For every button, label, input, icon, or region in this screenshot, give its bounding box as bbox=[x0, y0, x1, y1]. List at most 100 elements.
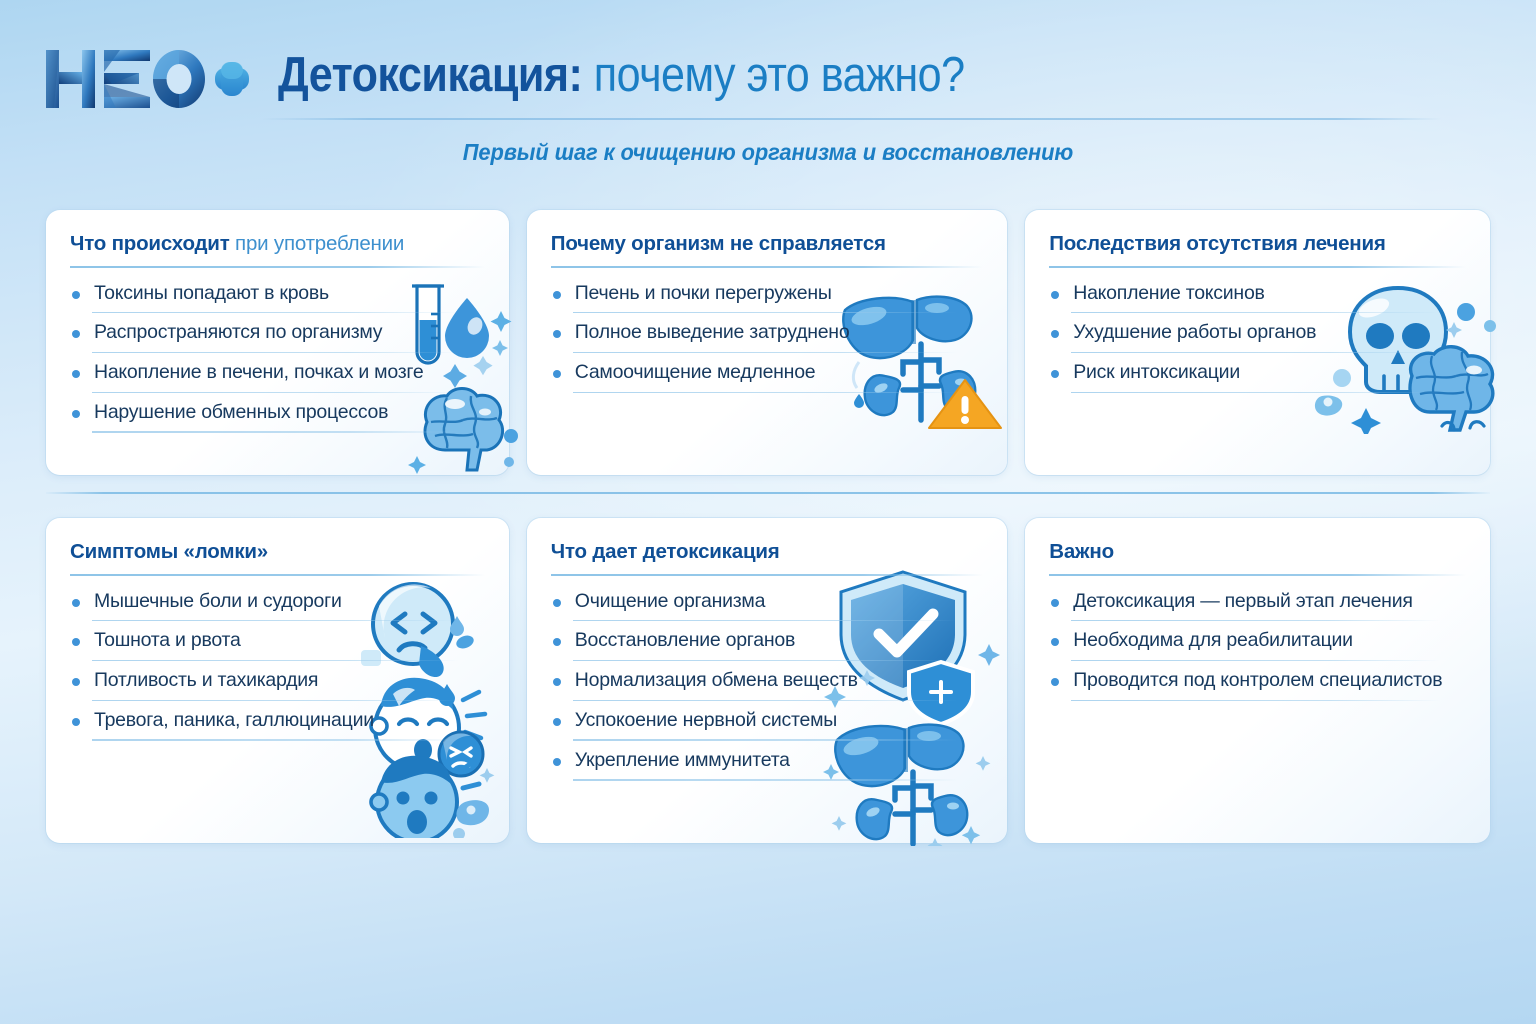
item-rule bbox=[1071, 620, 1440, 622]
list-item-label: Печень и почки перегружены bbox=[574, 281, 832, 304]
card-title-bold: Симптомы «ломки» bbox=[70, 540, 268, 563]
list-item: Накопление токсинов bbox=[1049, 282, 1466, 314]
bullet-dot-icon bbox=[1051, 330, 1060, 339]
list-item: Детоксикация — первый этап лечения bbox=[1049, 590, 1466, 622]
item-rule bbox=[572, 739, 958, 741]
bullet-dot-icon bbox=[552, 330, 561, 339]
item-rule bbox=[92, 659, 459, 662]
card-consequences[interactable]: Последствия отсутствия лечения Накоплени… bbox=[1025, 210, 1496, 475]
card-title-rule bbox=[550, 573, 984, 576]
list-item: Необходима для реабилитации bbox=[1049, 629, 1466, 662]
list-item-label: Потливость и тахикардия bbox=[94, 669, 319, 692]
card-title: Что происходит при употреблении bbox=[70, 232, 485, 257]
card-title-bold: Последствия отсутствия лечения bbox=[1049, 232, 1386, 255]
list-item-label: Укрепление иммунитета bbox=[574, 748, 790, 771]
bullet-dot-icon bbox=[72, 290, 80, 299]
bullet-dot-icon bbox=[1051, 638, 1060, 647]
card-important[interactable]: Важно Детоксикация — первый этап лечения… bbox=[1025, 518, 1490, 843]
card-title: Симптомы «ломки» bbox=[70, 540, 485, 565]
page-title: Детоксикация: почему это важно? bbox=[278, 40, 1278, 112]
bullet-dot-icon bbox=[72, 598, 80, 607]
bullet-dot-icon bbox=[552, 290, 561, 299]
list-item-label: Нарушение обменных процессов bbox=[94, 400, 389, 423]
list-item-label: Риск интоксикации bbox=[1073, 361, 1240, 384]
page-title-light: почему это важно? bbox=[593, 48, 965, 103]
row-divider bbox=[46, 492, 1490, 494]
bullet-dot-icon bbox=[552, 370, 561, 379]
list-item-label: Накопление в печени, почках и мозге bbox=[94, 361, 424, 384]
bullet-list: Токсины попадают в кровь Распространяютс… bbox=[70, 282, 485, 433]
list-item: Полное выведение затруднено bbox=[551, 321, 983, 354]
card-title-rule bbox=[1049, 573, 1466, 576]
neo-plus-logo bbox=[42, 42, 252, 116]
list-item: Восстановление органов bbox=[551, 629, 983, 662]
page-title-bold: Детоксикация: bbox=[278, 48, 583, 103]
list-item-label: Нормализация обмена веществ bbox=[574, 669, 858, 692]
bullet-dot-icon bbox=[72, 409, 80, 418]
bullet-dot-icon bbox=[72, 717, 80, 726]
bullet-dot-icon bbox=[552, 678, 561, 687]
item-rule bbox=[1071, 312, 1440, 314]
bullet-list: Накопление токсинов Ухудшение работы орг… bbox=[1049, 282, 1466, 393]
list-item: Мышечные боли и судороги bbox=[70, 590, 485, 622]
list-item: Успокоение нервной системы bbox=[551, 709, 983, 741]
card-title: Что дает детоксикация bbox=[551, 540, 983, 565]
list-item-label: Тревога, паника, галлюцинации bbox=[94, 708, 374, 731]
cards-grid: Что происходит при употреблении Токсины … bbox=[46, 210, 1496, 853]
list-item-label: Тошнота и рвота bbox=[94, 629, 241, 652]
cards-row-top: Что происходит при употреблении Токсины … bbox=[46, 210, 1496, 475]
item-rule bbox=[92, 312, 459, 314]
item-rule bbox=[1071, 699, 1440, 701]
item-rule bbox=[1071, 659, 1440, 662]
list-item-label: Успокоение нервной системы bbox=[574, 708, 837, 731]
item-rule bbox=[572, 659, 958, 662]
list-item: Тошнота и рвота bbox=[70, 629, 485, 662]
card-title: Важно bbox=[1049, 540, 1466, 565]
cards-row-bottom: Симптомы «ломки» Мышечные боли и судорог… bbox=[46, 518, 1490, 853]
header-divider bbox=[262, 118, 1442, 120]
list-item: Распространяются по организму bbox=[70, 321, 485, 354]
list-item-label: Необходима для реабилитации bbox=[1073, 629, 1353, 652]
list-item: Укрепление иммунитета bbox=[551, 749, 983, 781]
list-item: Ухудшение работы органов bbox=[1049, 321, 1466, 354]
page-subtitle: Первый шаг к очищению организма и восста… bbox=[462, 139, 1074, 165]
item-rule bbox=[92, 431, 459, 433]
item-rule bbox=[92, 739, 459, 741]
item-rule bbox=[572, 699, 958, 701]
bullet-dot-icon bbox=[552, 717, 561, 726]
bullet-list: Печень и почки перегружены Полное выведе… bbox=[551, 282, 983, 393]
list-item: Тревога, паника, галлюцинации bbox=[70, 709, 485, 741]
card-detox-benefits[interactable]: Что дает детоксикация Очищение организма… bbox=[526, 518, 1008, 853]
list-item: Нарушение обменных процессов bbox=[70, 401, 485, 433]
item-rule bbox=[92, 391, 459, 393]
bullet-dot-icon bbox=[1051, 370, 1060, 379]
item-rule bbox=[572, 620, 958, 622]
card-title: Почему организм не справляется bbox=[551, 232, 983, 257]
list-item: Очищение организма bbox=[551, 590, 983, 622]
card-title-regular: при употреблении bbox=[229, 232, 405, 255]
bullet-dot-icon bbox=[552, 638, 561, 647]
card-title-rule bbox=[70, 265, 485, 268]
card-title-rule bbox=[550, 265, 984, 268]
bullet-dot-icon bbox=[1051, 598, 1060, 607]
list-item: Печень и почки перегружены bbox=[551, 282, 983, 314]
item-rule bbox=[92, 699, 459, 701]
list-item-label: Мышечные боли и судороги bbox=[94, 589, 342, 612]
card-title-bold: Что происходит bbox=[70, 232, 230, 255]
card-title-rule bbox=[1049, 265, 1466, 268]
list-item-label: Накопление токсинов bbox=[1073, 281, 1265, 304]
item-rule bbox=[92, 351, 459, 354]
list-item-label: Самоочищение медленное bbox=[574, 361, 816, 384]
bullet-dot-icon bbox=[72, 678, 80, 687]
item-rule bbox=[92, 620, 459, 622]
list-item: Нормализация обмена веществ bbox=[551, 669, 983, 701]
list-item-label: Токсины попадают в кровь bbox=[94, 281, 329, 304]
card-what-happens[interactable]: Что происходит при употреблении Токсины … bbox=[46, 210, 518, 475]
card-why-body-fails[interactable]: Почему организм не справляется Печень и … bbox=[526, 210, 1008, 475]
bullet-dot-icon bbox=[552, 598, 561, 607]
bullet-dot-icon bbox=[1051, 290, 1060, 299]
card-withdrawal-symptoms[interactable]: Симптомы «ломки» Мышечные боли и судорог… bbox=[46, 518, 509, 844]
bullet-list: Мышечные боли и судороги Тошнота и рвота… bbox=[70, 590, 485, 741]
item-rule bbox=[1071, 351, 1440, 354]
page-header: Детоксикация: почему это важно? Первый ш… bbox=[0, 0, 1536, 192]
